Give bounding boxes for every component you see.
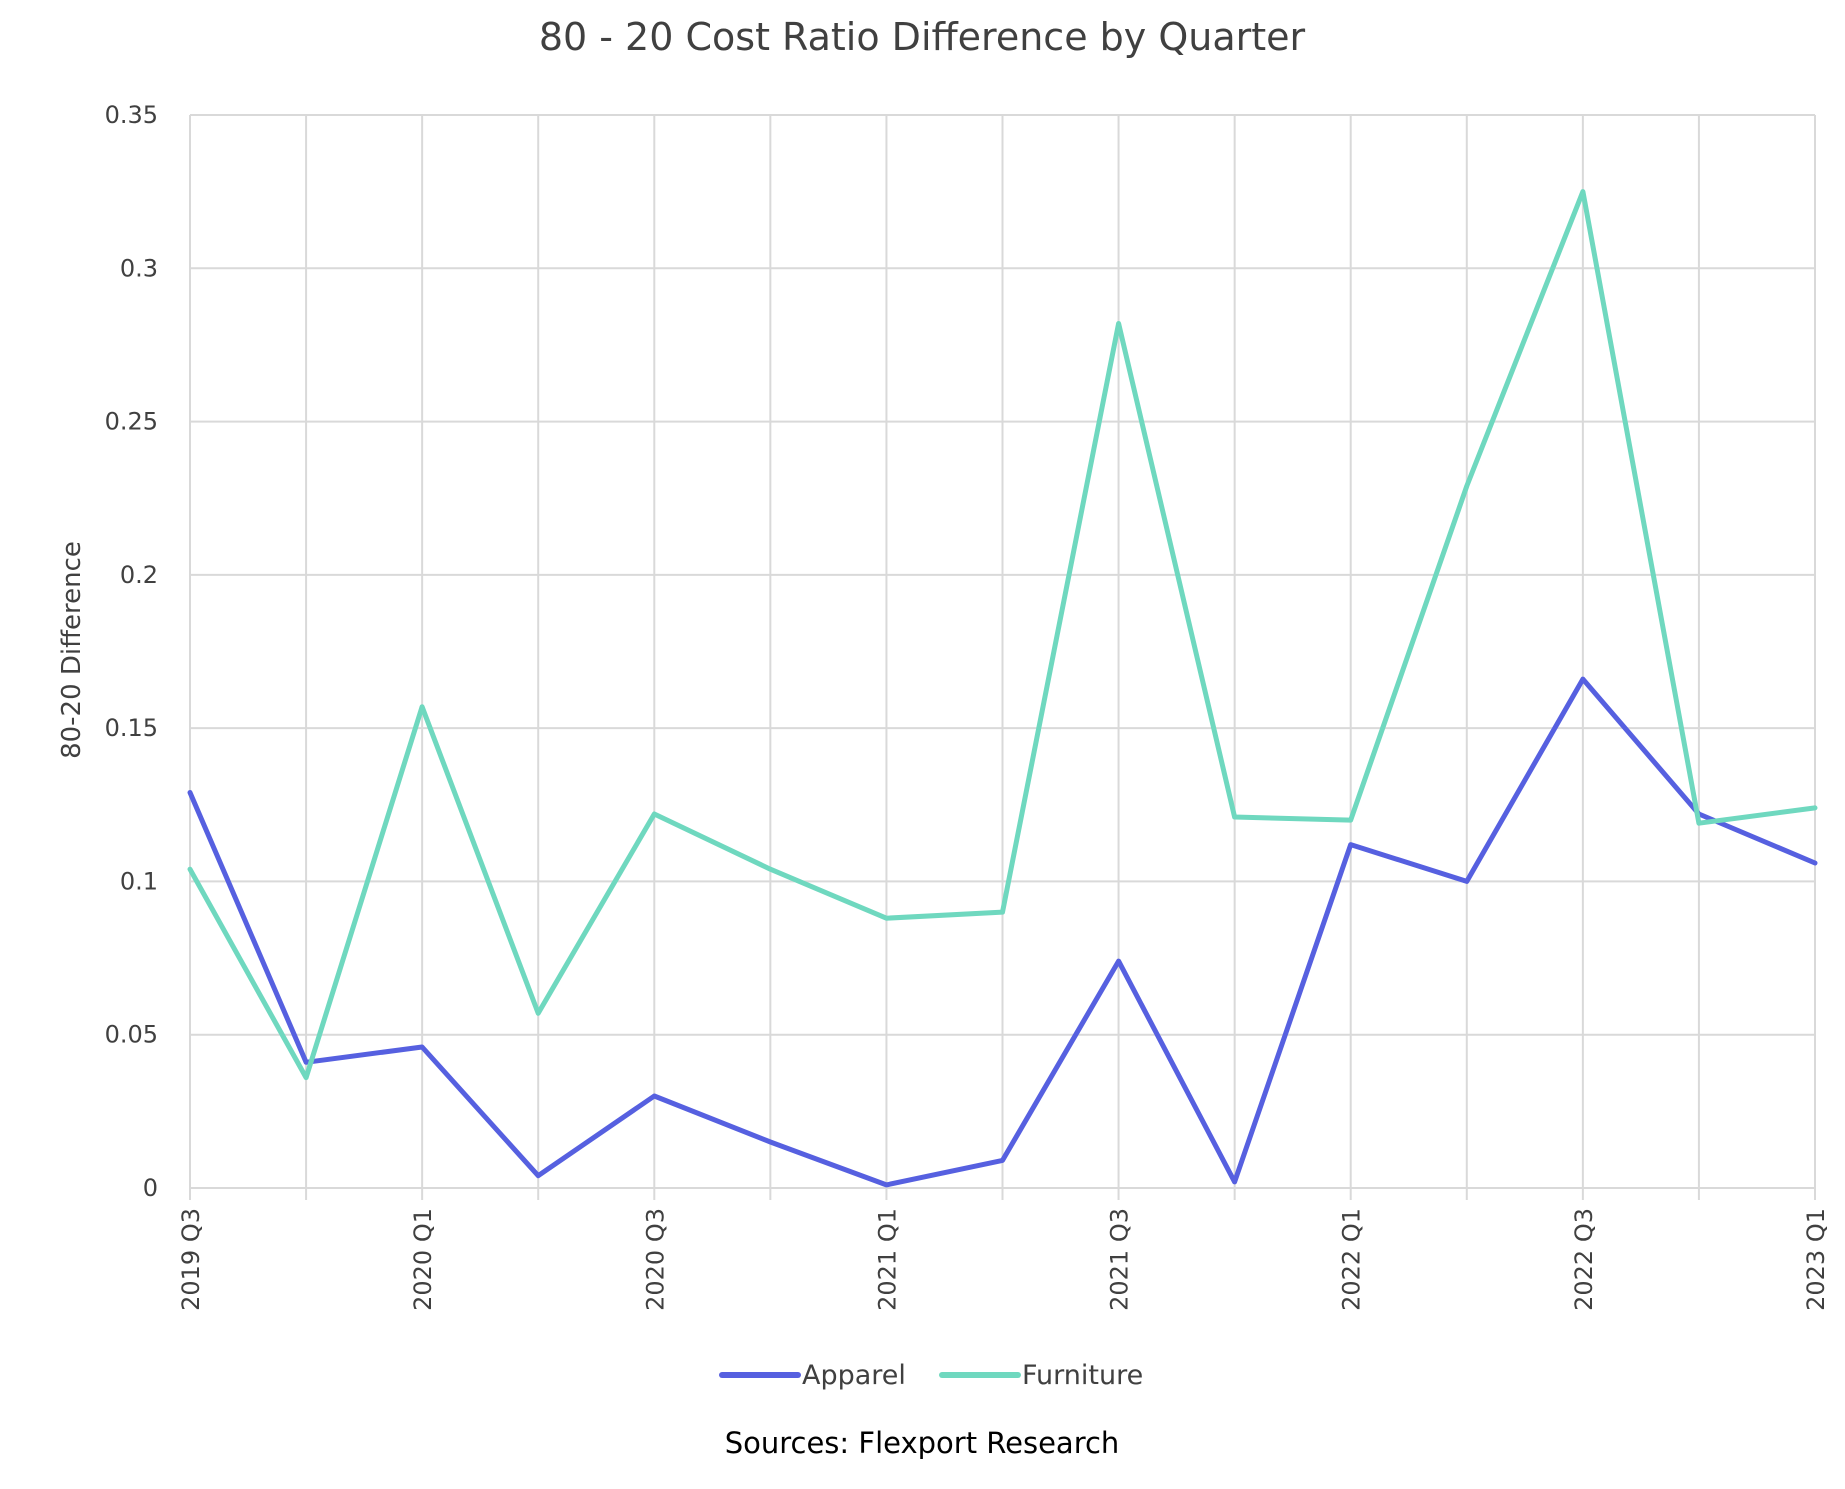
y-tick-label: 0.05 [105, 1021, 158, 1049]
legend-item-apparel[interactable]: Apparel [719, 1360, 906, 1391]
x-tick-label: 2023 Q1 [1802, 1208, 1830, 1311]
legend[interactable]: Apparel Furniture [719, 1360, 1143, 1391]
source-note: Sources: Flexport Research [725, 1426, 1120, 1460]
x-axis-ticks: 2019 Q3 2020 Q1 2020 Q3 2021 Q1 2021 Q3 2022 … [177, 1208, 1830, 1311]
x-tick-label: 2020 Q1 [409, 1208, 437, 1311]
y-tick-label: 0.35 [105, 101, 158, 129]
grid [189, 114, 1816, 1200]
y-tick-label: 0 [143, 1174, 158, 1202]
series-line-furniture [187, 189, 1818, 1081]
legend-label: Apparel [802, 1360, 906, 1391]
x-tick-label: 2022 Q3 [1570, 1208, 1598, 1311]
legend-label: Furniture [1022, 1360, 1143, 1391]
chart-title: 80 - 20 Cost Ratio Difference by Quarter [539, 15, 1306, 59]
y-tick-label: 0.2 [120, 561, 158, 589]
x-tick-label: 2021 Q3 [1106, 1208, 1134, 1311]
y-tick-label: 0.25 [105, 408, 158, 436]
x-tick-label: 2021 Q1 [873, 1208, 901, 1311]
y-tick-label: 0.3 [120, 254, 158, 282]
series-line-apparel [187, 676, 1818, 1188]
x-tick-label: 2019 Q3 [177, 1208, 205, 1311]
series [187, 189, 1818, 1188]
y-tick-label: 0.15 [105, 714, 158, 742]
x-tick-label: 2022 Q1 [1338, 1208, 1366, 1311]
y-tick-label: 0.1 [120, 867, 158, 895]
y-axis-ticks: 0 0.05 0.1 0.15 0.2 0.25 0.3 0.35 [105, 101, 158, 1202]
y-axis-label: 80-20 Difference [57, 541, 87, 759]
x-tick-label: 2020 Q3 [641, 1208, 669, 1311]
legend-item-furniture[interactable]: Furniture [939, 1360, 1143, 1391]
